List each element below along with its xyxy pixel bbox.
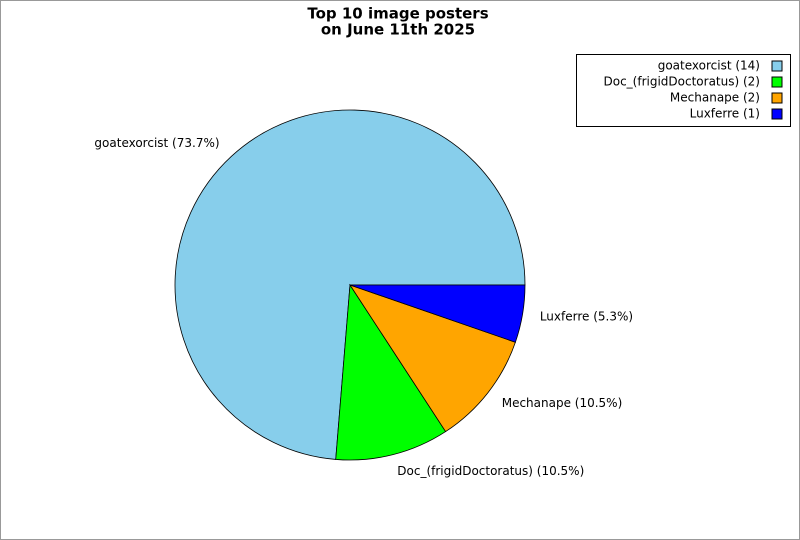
legend-label: Doc_(frigidDoctoratus) (2) [604,75,761,89]
slice-label: Mechanape (10.5%) [502,396,623,410]
legend-swatch [771,92,783,104]
legend-label: Luxferre (1) [690,107,760,121]
legend-box [576,54,791,127]
legend-label: goatexorcist (14) [658,59,760,73]
legend-swatch [771,108,783,120]
chart-title: on June 11th 2025 [321,21,475,39]
pie-slice [349,284,516,433]
pie-slice [349,284,526,343]
slice-label: Doc_(frigidDoctoratus) (10.5%) [397,464,584,478]
chart-title: Top 10 image posters [307,5,488,23]
slice-label: Luxferre (5.3%) [540,309,633,323]
legend-swatch [771,60,783,72]
pie-slice [335,283,447,461]
legend-swatch [771,76,783,88]
slice-label: goatexorcist (73.7%) [94,136,219,150]
legend-label: Mechanape (2) [670,91,760,105]
